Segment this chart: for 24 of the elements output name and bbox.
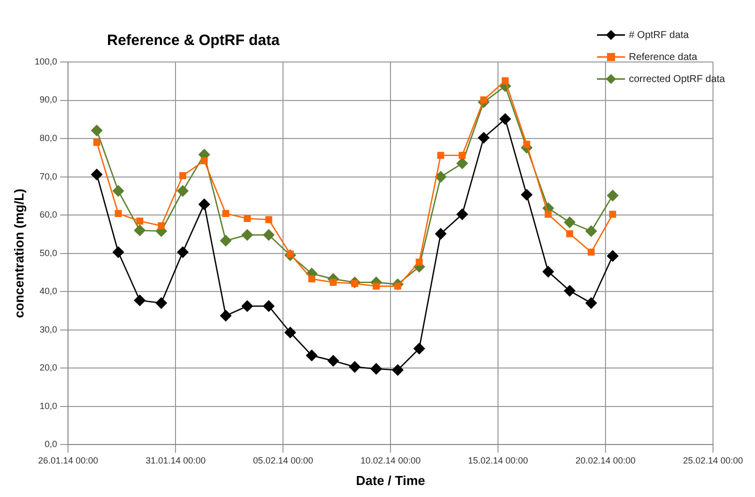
y-tick-label: 90,0 [40,94,58,105]
x-tick-label: 15.02.14 00:00 [468,455,528,466]
y-tick-label: 0,0 [44,439,58,450]
x-tick-label: 10.02.14 00:00 [360,455,421,466]
y-tick-label: 20,0 [40,362,58,373]
legend-label: corrected OptRF data [628,74,725,84]
y-tick-label: 40,0 [40,286,58,296]
y-tick-label: 100,0 [34,56,58,66]
y-tick-label: 30,0 [40,324,58,334]
y-tick-label: 80,0 [40,133,58,144]
y-tick-label: 50,0 [40,248,58,258]
y-tick-label: 10,0 [40,400,58,411]
chart-title: Reference & OptRF data [107,32,280,49]
x-tick-label: 31.01.14 00:00 [146,455,206,466]
y-tick-label: 70,0 [40,171,58,182]
y-tick-label: 60,0 [40,210,58,220]
x-tick-label: 26.01.14 00:00 [38,455,98,466]
x-tick-label: 20.02.14 00:00 [575,455,636,466]
legend-label: Reference data [628,52,698,62]
x-tick-label: 05.02.14 00:00 [253,455,314,466]
x-tick-label: 25.02.14 00:00 [682,455,744,466]
legend-label: # OptRF data [628,30,689,40]
x-axis-title: Date / Time [356,472,426,488]
y-axis-title: concentration (mg/L) [11,188,26,318]
